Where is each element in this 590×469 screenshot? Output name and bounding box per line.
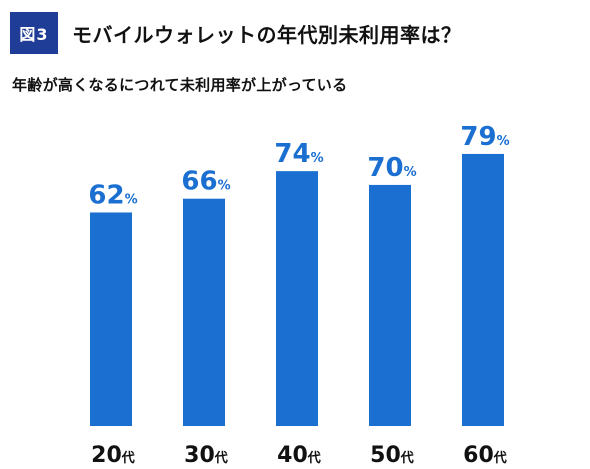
bars-group: [90, 153, 504, 426]
category-label-60: 60代: [463, 443, 507, 468]
value-label-40: 74%: [274, 139, 323, 169]
value-label-60: 79%: [460, 122, 509, 152]
category-label-40: 40代: [277, 443, 321, 468]
bar-20: [90, 212, 132, 426]
category-label-50: 50代: [370, 443, 414, 468]
bar-40: [276, 171, 318, 426]
value-label-20: 62%: [88, 180, 137, 210]
category-labels-group: 20代 30代 40代 50代 60代: [91, 443, 507, 468]
chart-title: モバイルウォレットの年代別未利用率は？: [72, 22, 462, 47]
bar-50: [369, 184, 411, 426]
category-label-30: 30代: [184, 443, 228, 468]
value-label-30: 66%: [181, 167, 230, 197]
category-label-20: 20代: [91, 443, 135, 468]
value-label-50: 70%: [367, 153, 416, 183]
value-labels-group: 62% 66% 74% 70% 79%: [88, 122, 509, 211]
bar-60: [462, 153, 504, 426]
bar-30: [183, 198, 225, 426]
chart-header: 図3 モバイルウォレットの年代別未利用率は？: [10, 12, 462, 54]
chart-subtitle: 年齢が高くなるにつれて未利用率が上がっている: [12, 76, 348, 94]
figure-badge: 図3: [10, 12, 58, 54]
